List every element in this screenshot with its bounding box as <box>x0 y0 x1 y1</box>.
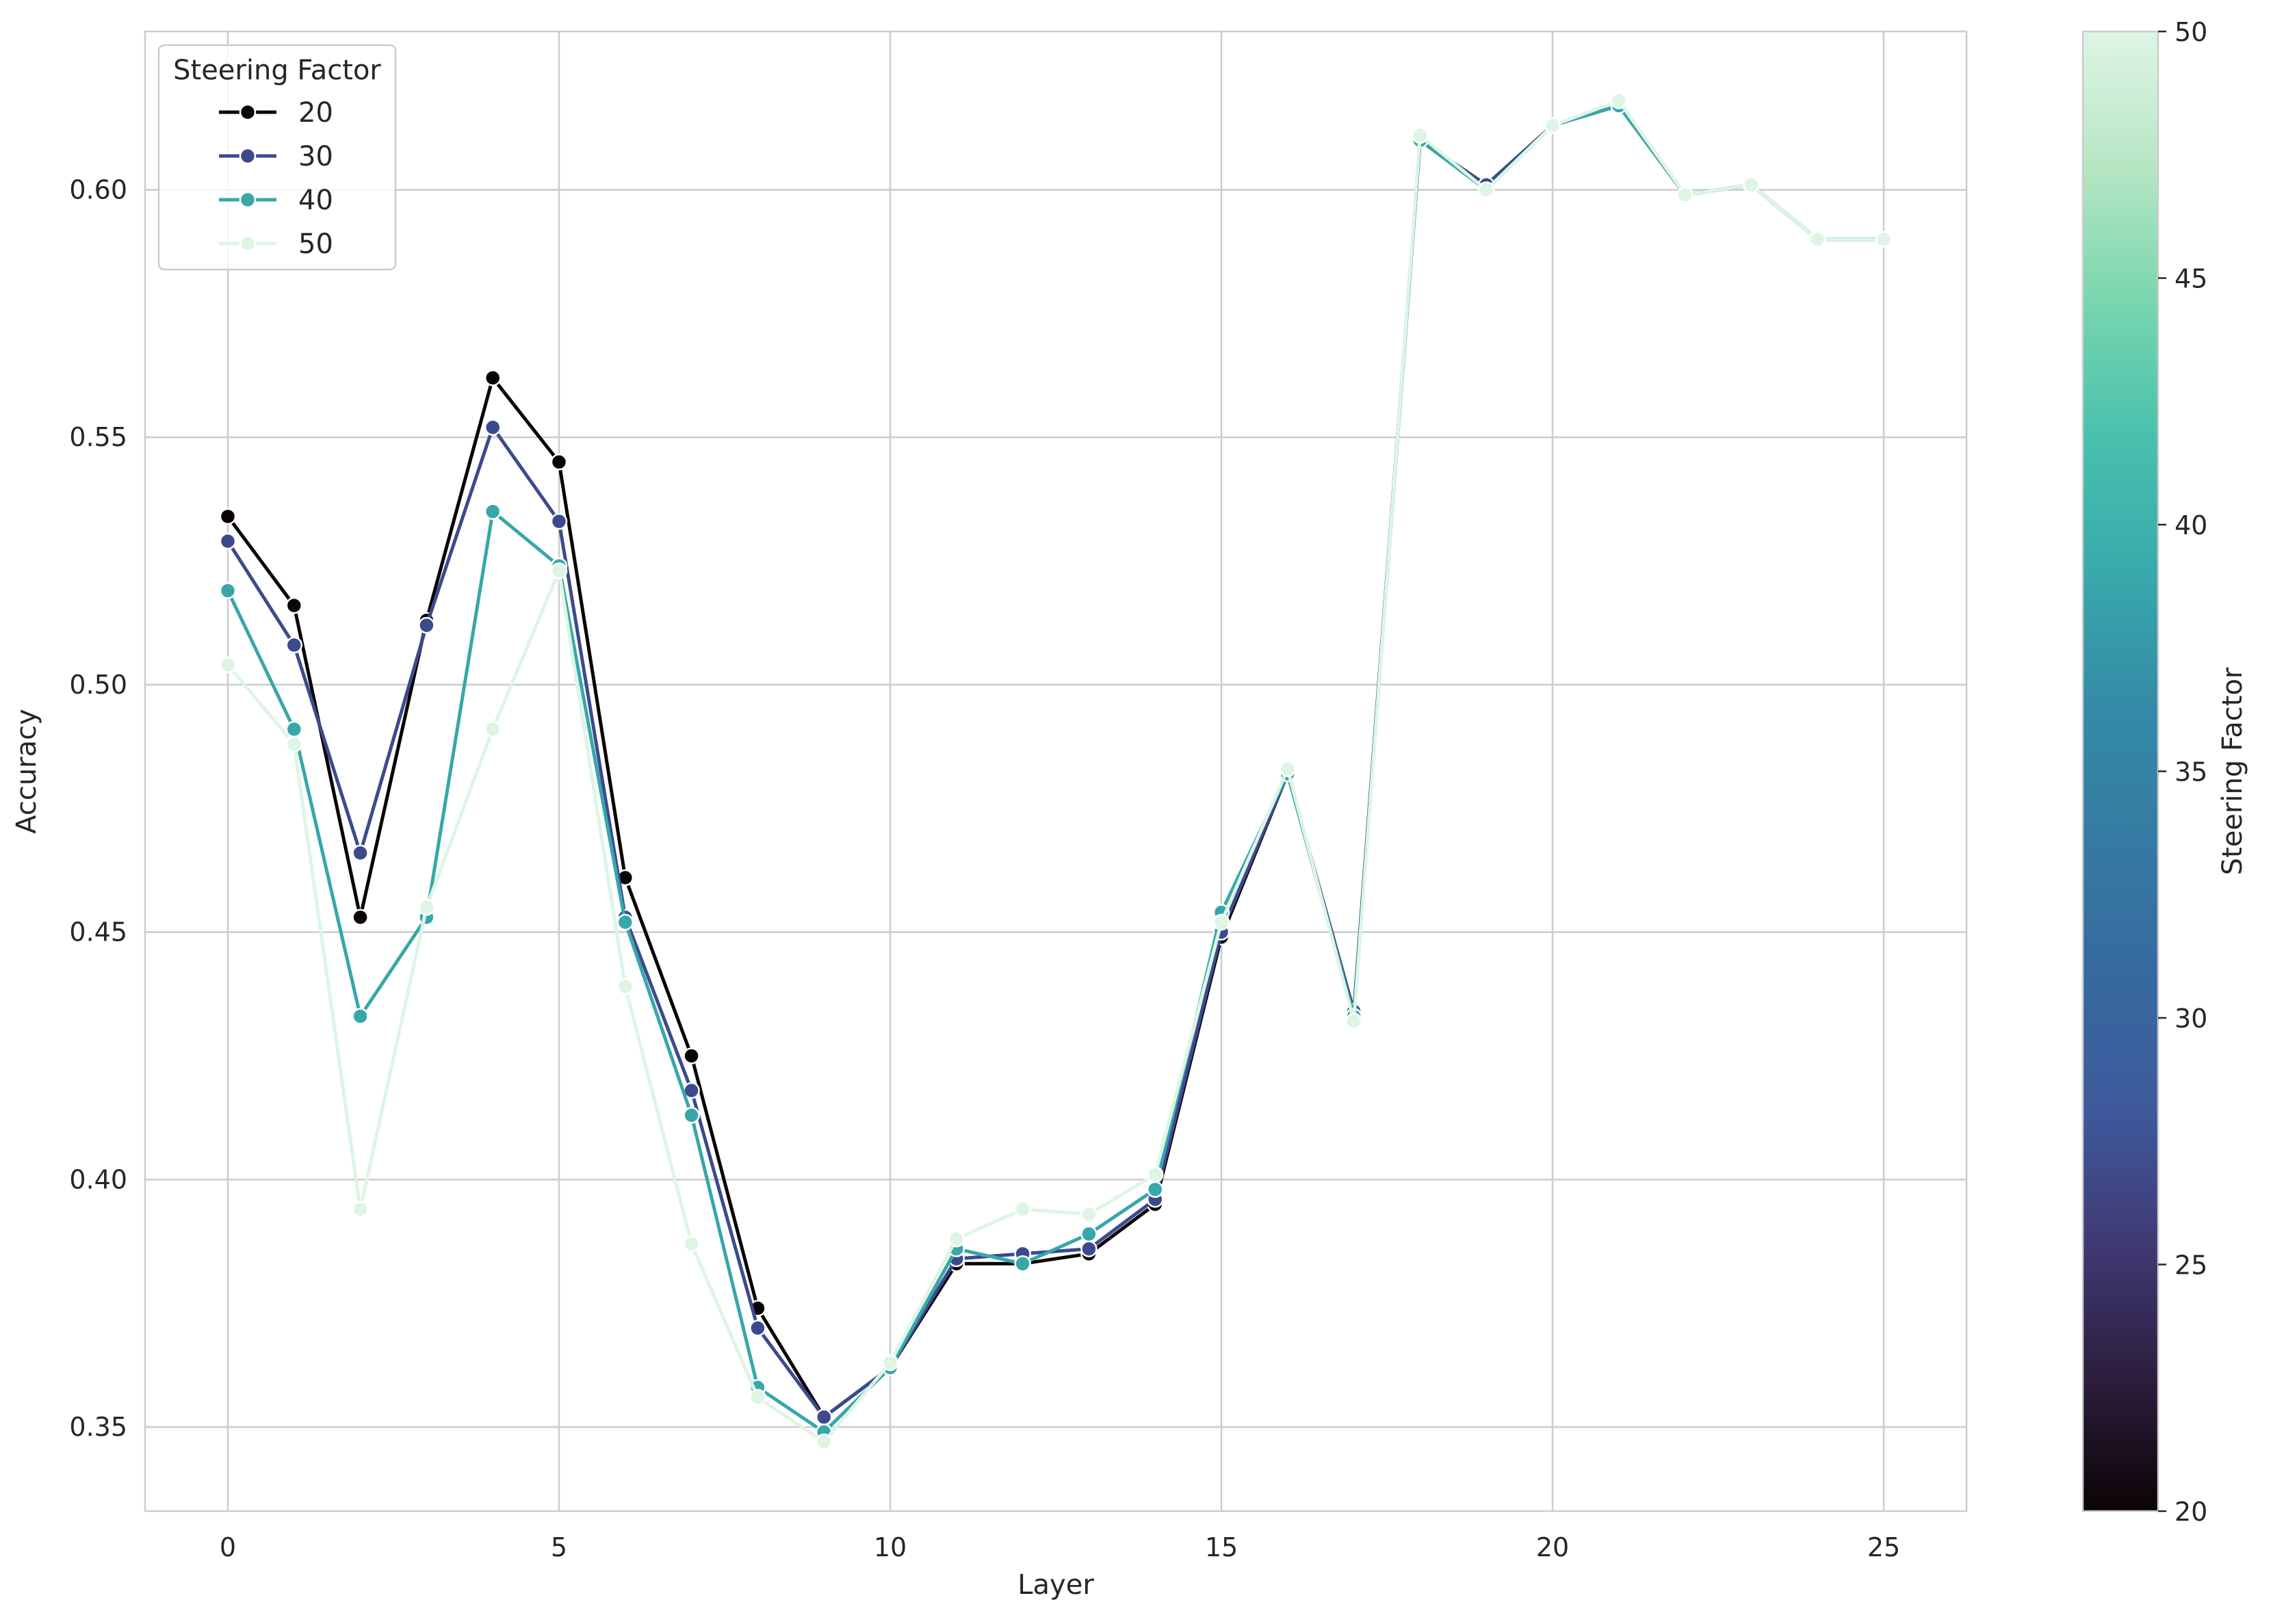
data-point <box>550 454 568 471</box>
data-point <box>1080 1225 1098 1243</box>
data-point <box>1345 1012 1362 1030</box>
data-point <box>683 1107 700 1124</box>
data-point <box>683 1235 700 1253</box>
legend: Steering Factor 20 30 40 50 <box>157 44 397 271</box>
data-point <box>219 532 237 550</box>
data-point <box>352 844 369 862</box>
colorbar-tick-label: 20 <box>2175 1497 2207 1527</box>
axes: 0 5 10 15 20 25 0.35 0.40 0.45 0.50 0.55 0.60 Layer A… <box>11 30 1968 1601</box>
data-point <box>285 636 303 654</box>
colorbar-tick-label: 30 <box>2175 1004 2207 1034</box>
legend-item: 50 <box>219 228 333 260</box>
data-point <box>219 656 237 674</box>
data-point <box>1080 1240 1098 1257</box>
data-point <box>550 512 568 530</box>
legend-marker <box>239 103 257 121</box>
data-point <box>1544 117 1561 134</box>
x-tick-label: 20 <box>1536 1532 1569 1562</box>
plot-area <box>145 31 1967 1511</box>
data-point <box>749 1320 766 1337</box>
grid <box>145 31 1967 1511</box>
data-point <box>881 1354 899 1372</box>
legend-item: 30 <box>219 141 333 172</box>
data-point <box>1212 913 1230 931</box>
y-tick-label: 0.45 <box>69 917 127 947</box>
data-point <box>617 913 634 931</box>
data-point <box>948 1230 965 1248</box>
x-tick-label: 15 <box>1205 1532 1238 1562</box>
data-point <box>815 1433 833 1450</box>
data-point <box>1610 92 1628 109</box>
series-line <box>226 104 1884 1434</box>
legend-label: 20 <box>298 97 333 129</box>
legend-label: 50 <box>298 228 333 260</box>
y-tick-label: 0.55 <box>69 422 127 452</box>
data-point <box>484 503 502 520</box>
legend-item: 20 <box>219 97 333 129</box>
data-point <box>352 1201 369 1218</box>
x-tick-label: 10 <box>874 1532 907 1562</box>
data-point <box>1808 231 1826 248</box>
data-point <box>683 1047 700 1064</box>
legend-item: 40 <box>219 185 333 216</box>
data-point <box>484 369 502 387</box>
data-point <box>285 597 303 614</box>
legend-label: 30 <box>298 141 333 172</box>
data-point <box>1014 1255 1031 1272</box>
data-point <box>1146 1181 1164 1199</box>
colorbar-label: Steering Factor <box>2217 667 2248 875</box>
colorbar-tick-label: 45 <box>2175 264 2207 294</box>
legend-label: 40 <box>298 185 333 216</box>
data-point <box>1146 1166 1164 1183</box>
colorbar-tick-label: 40 <box>2175 510 2207 540</box>
data-point <box>749 1389 766 1406</box>
series-line <box>226 99 1884 1444</box>
data-point <box>1875 231 1893 248</box>
data-point <box>617 978 634 995</box>
data-point <box>1279 760 1297 778</box>
data-point <box>285 720 303 738</box>
y-tick-label: 0.40 <box>69 1164 127 1194</box>
colorbar-tick-label: 25 <box>2175 1250 2207 1281</box>
data-point <box>550 562 568 579</box>
data-point <box>1412 127 1429 144</box>
data-point <box>219 508 237 525</box>
legend-box <box>157 44 397 271</box>
colorbar-gradient <box>2081 30 2159 1512</box>
data-point <box>1743 176 1760 194</box>
x-tick-label: 25 <box>1867 1532 1900 1562</box>
legend-marker <box>239 147 257 165</box>
series-group <box>219 92 1893 1450</box>
data-point <box>352 908 369 926</box>
x-tick-label: 0 <box>220 1532 236 1562</box>
colorbar-tick-label: 35 <box>2175 757 2207 787</box>
y-axis-label: Accuracy <box>11 709 42 834</box>
data-point <box>418 616 435 634</box>
legend-marker <box>239 235 257 252</box>
data-point <box>1477 181 1495 198</box>
series-50 <box>219 92 1893 1450</box>
data-point <box>285 735 303 752</box>
plot-frame <box>144 30 1968 1512</box>
legend-title: Steering Factor <box>173 55 381 86</box>
colorbar-tick-label: 50 <box>2175 17 2207 47</box>
data-point <box>484 720 502 738</box>
x-axis-label: Layer <box>1017 1569 1094 1601</box>
data-point <box>1676 186 1693 203</box>
data-point <box>484 419 502 436</box>
y-tick-label: 0.50 <box>69 670 127 700</box>
data-point <box>219 582 237 599</box>
x-tick-label: 5 <box>551 1532 567 1562</box>
data-point <box>1014 1201 1031 1218</box>
legend-marker <box>239 191 257 209</box>
data-point <box>815 1409 833 1426</box>
y-tick-label: 0.60 <box>69 174 127 205</box>
data-point <box>418 899 435 916</box>
data-point <box>1080 1205 1098 1223</box>
data-point <box>352 1008 369 1025</box>
colorbar: 20 25 30 35 40 45 50 Steering Factor <box>2081 17 2248 1527</box>
y-tick-label: 0.35 <box>69 1412 127 1442</box>
